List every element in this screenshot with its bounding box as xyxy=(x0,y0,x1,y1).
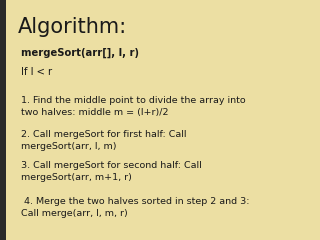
Bar xyxy=(0,0,6,240)
Text: 3. Call mergeSort for second half: Call
mergeSort(arr, m+1, r): 3. Call mergeSort for second half: Call … xyxy=(21,161,202,182)
Text: 1. Find the middle point to divide the array into
two halves: middle m = (l+r)/2: 1. Find the middle point to divide the a… xyxy=(21,96,245,118)
Text: 4. Merge the two halves sorted in step 2 and 3:
Call merge(arr, l, m, r): 4. Merge the two halves sorted in step 2… xyxy=(21,197,249,218)
Text: mergeSort(arr[], l, r): mergeSort(arr[], l, r) xyxy=(21,48,139,58)
Text: Algorithm:: Algorithm: xyxy=(18,17,127,37)
Text: If l < r: If l < r xyxy=(21,67,52,77)
Text: 2. Call mergeSort for first half: Call
mergeSort(arr, l, m): 2. Call mergeSort for first half: Call m… xyxy=(21,130,186,151)
